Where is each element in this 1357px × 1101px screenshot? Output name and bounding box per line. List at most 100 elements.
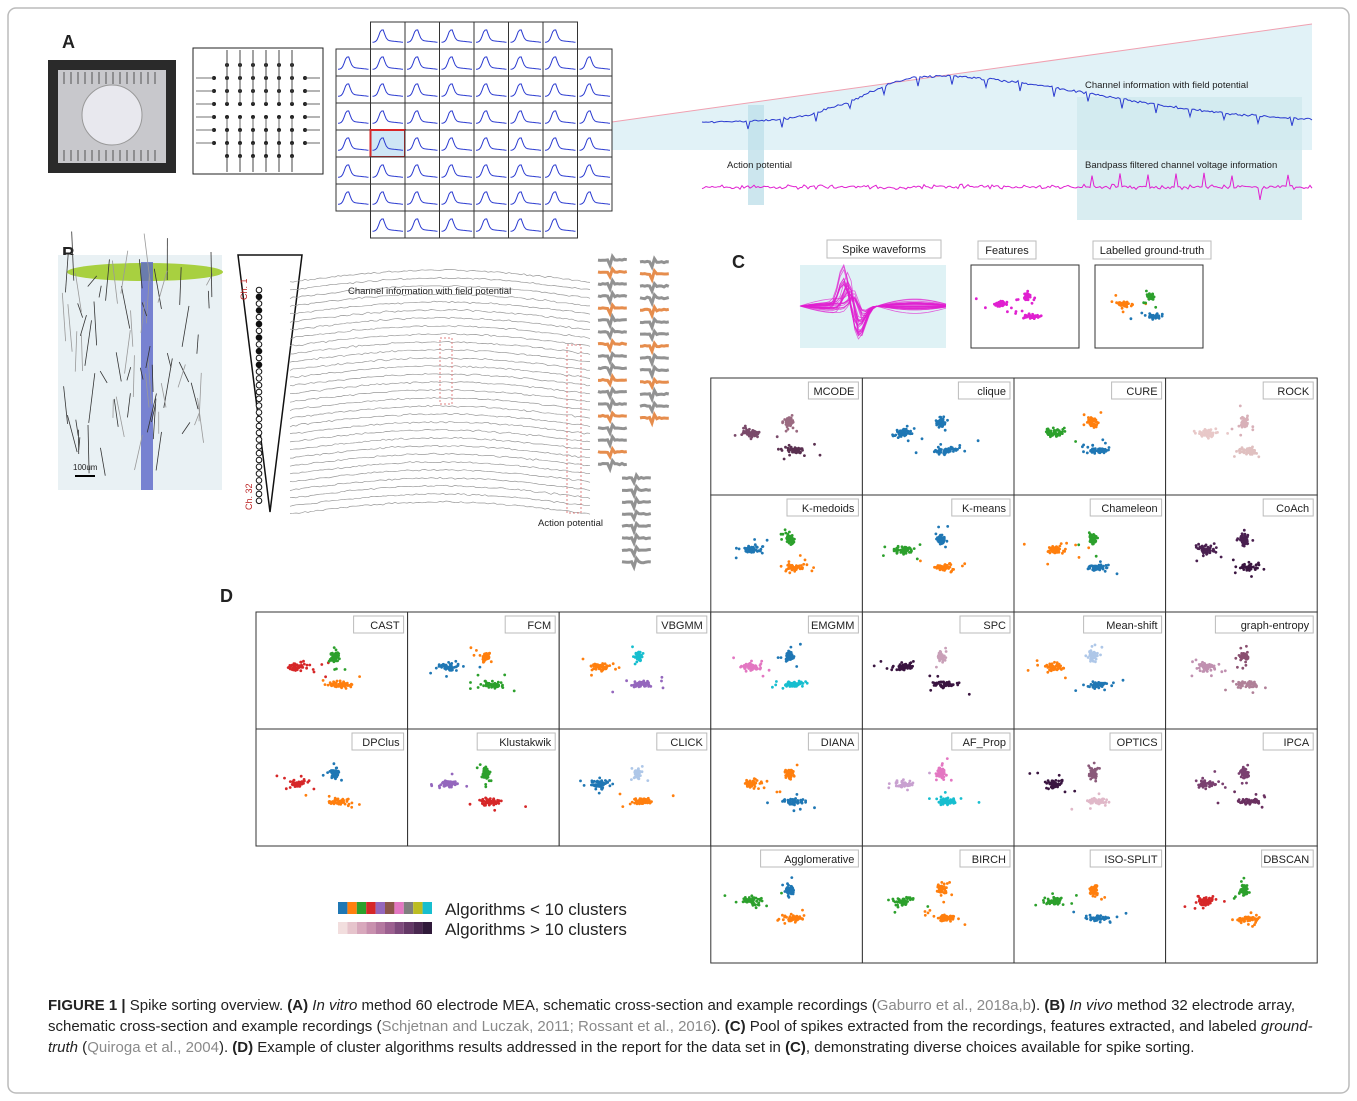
scatter-point	[1089, 892, 1092, 895]
scatter-point	[792, 774, 795, 777]
scatter-point	[926, 905, 929, 908]
scatter-point	[909, 430, 912, 433]
scatter-point	[949, 448, 952, 451]
scatter-point	[901, 545, 904, 548]
scatter-point	[453, 666, 456, 669]
scatter-point	[1053, 661, 1056, 664]
scatter-point	[483, 660, 486, 663]
scatter-point	[1092, 540, 1095, 543]
scatter-point	[1248, 803, 1251, 806]
scatter-point	[1095, 768, 1098, 771]
scatter-point	[1240, 654, 1243, 657]
scatter-point	[735, 901, 738, 904]
scatter-point	[939, 650, 942, 653]
scatter-point	[796, 793, 799, 796]
mea-tile	[405, 103, 440, 130]
mea-tile	[578, 130, 613, 157]
scatter-point	[1144, 314, 1147, 317]
scatter-point	[1101, 799, 1104, 802]
scatter-point	[1059, 898, 1062, 901]
scatter-point	[977, 439, 980, 442]
scatter-point	[591, 669, 594, 672]
scatter-point	[940, 796, 943, 799]
scatter-point	[1051, 892, 1054, 895]
scatter-point	[1154, 306, 1157, 309]
scatter-point	[1245, 768, 1248, 771]
scatter-point	[780, 538, 783, 541]
spike-snippet	[622, 558, 651, 567]
probe-electrode	[256, 498, 262, 504]
scatter-point	[1198, 667, 1201, 670]
channel-trace	[290, 493, 590, 506]
scatter-point	[1089, 773, 1092, 776]
scatter-point	[1078, 556, 1081, 559]
scatter-point	[477, 674, 480, 677]
scatter-point	[524, 805, 527, 808]
scatter-point	[337, 654, 340, 657]
schematic	[193, 48, 323, 174]
scatter-point	[1131, 303, 1134, 306]
scatter-point	[303, 778, 306, 781]
scatter-point	[455, 669, 458, 672]
scatter-point	[1064, 430, 1067, 433]
scatter-point	[787, 567, 790, 570]
scatter-point	[1246, 773, 1249, 776]
spike-snippet	[640, 259, 669, 267]
scatter-point	[465, 785, 468, 788]
scatter-point	[1202, 554, 1205, 557]
scatter-point	[1090, 799, 1093, 802]
scatter-point	[1108, 801, 1111, 804]
scatter-point	[793, 566, 796, 569]
scatter-point	[1103, 918, 1106, 921]
scatter-point	[768, 669, 771, 672]
scatter-point	[643, 801, 646, 804]
scatter-point	[940, 565, 943, 568]
scatter-point	[782, 533, 785, 536]
scatter-point	[1203, 667, 1206, 670]
scatter-point	[1098, 566, 1101, 569]
scatter-point	[905, 902, 908, 905]
scatter-point	[662, 687, 665, 690]
features-box	[971, 265, 1079, 348]
scatter-point	[298, 664, 301, 667]
scatter-point	[941, 685, 944, 688]
scatter-point	[786, 564, 789, 567]
scatter-point	[813, 443, 816, 446]
scatter-point	[1055, 668, 1058, 671]
scatter-point	[1221, 783, 1224, 786]
scatter-point	[333, 646, 336, 649]
scatter-point	[1217, 802, 1220, 805]
scatter-point	[484, 804, 487, 807]
scatter-point	[484, 783, 487, 786]
scatter-point	[753, 787, 756, 790]
scatter-point	[1215, 898, 1218, 901]
scatter-point	[753, 538, 756, 541]
scatter-point	[1097, 799, 1100, 802]
scatter-point	[788, 658, 791, 661]
scatter-point	[946, 540, 949, 543]
scatter-point	[1121, 307, 1124, 310]
scatter-point	[1023, 543, 1026, 546]
spike-snippet	[640, 415, 669, 423]
spike-snippet	[640, 271, 669, 280]
scatter-point	[799, 643, 802, 646]
scatter-point	[1213, 542, 1216, 545]
channel-trace	[290, 437, 590, 449]
channel-trace	[290, 301, 590, 314]
scatter-point	[1026, 290, 1029, 293]
scatter-point	[789, 778, 792, 781]
scatter-point	[735, 557, 738, 560]
scatter-point	[1127, 302, 1130, 305]
scatter-point	[333, 800, 336, 803]
scatter-point	[493, 809, 496, 812]
spike-snippet	[598, 389, 627, 397]
scatter-point	[486, 654, 489, 657]
scatter-point	[950, 571, 953, 574]
scatter-point	[949, 917, 952, 920]
scatter-point	[1100, 898, 1103, 901]
scatter-point	[787, 884, 790, 887]
scatter-point	[902, 784, 905, 787]
scatter-point	[447, 661, 450, 664]
scatter-point	[482, 800, 485, 803]
scatter-point	[732, 656, 735, 659]
